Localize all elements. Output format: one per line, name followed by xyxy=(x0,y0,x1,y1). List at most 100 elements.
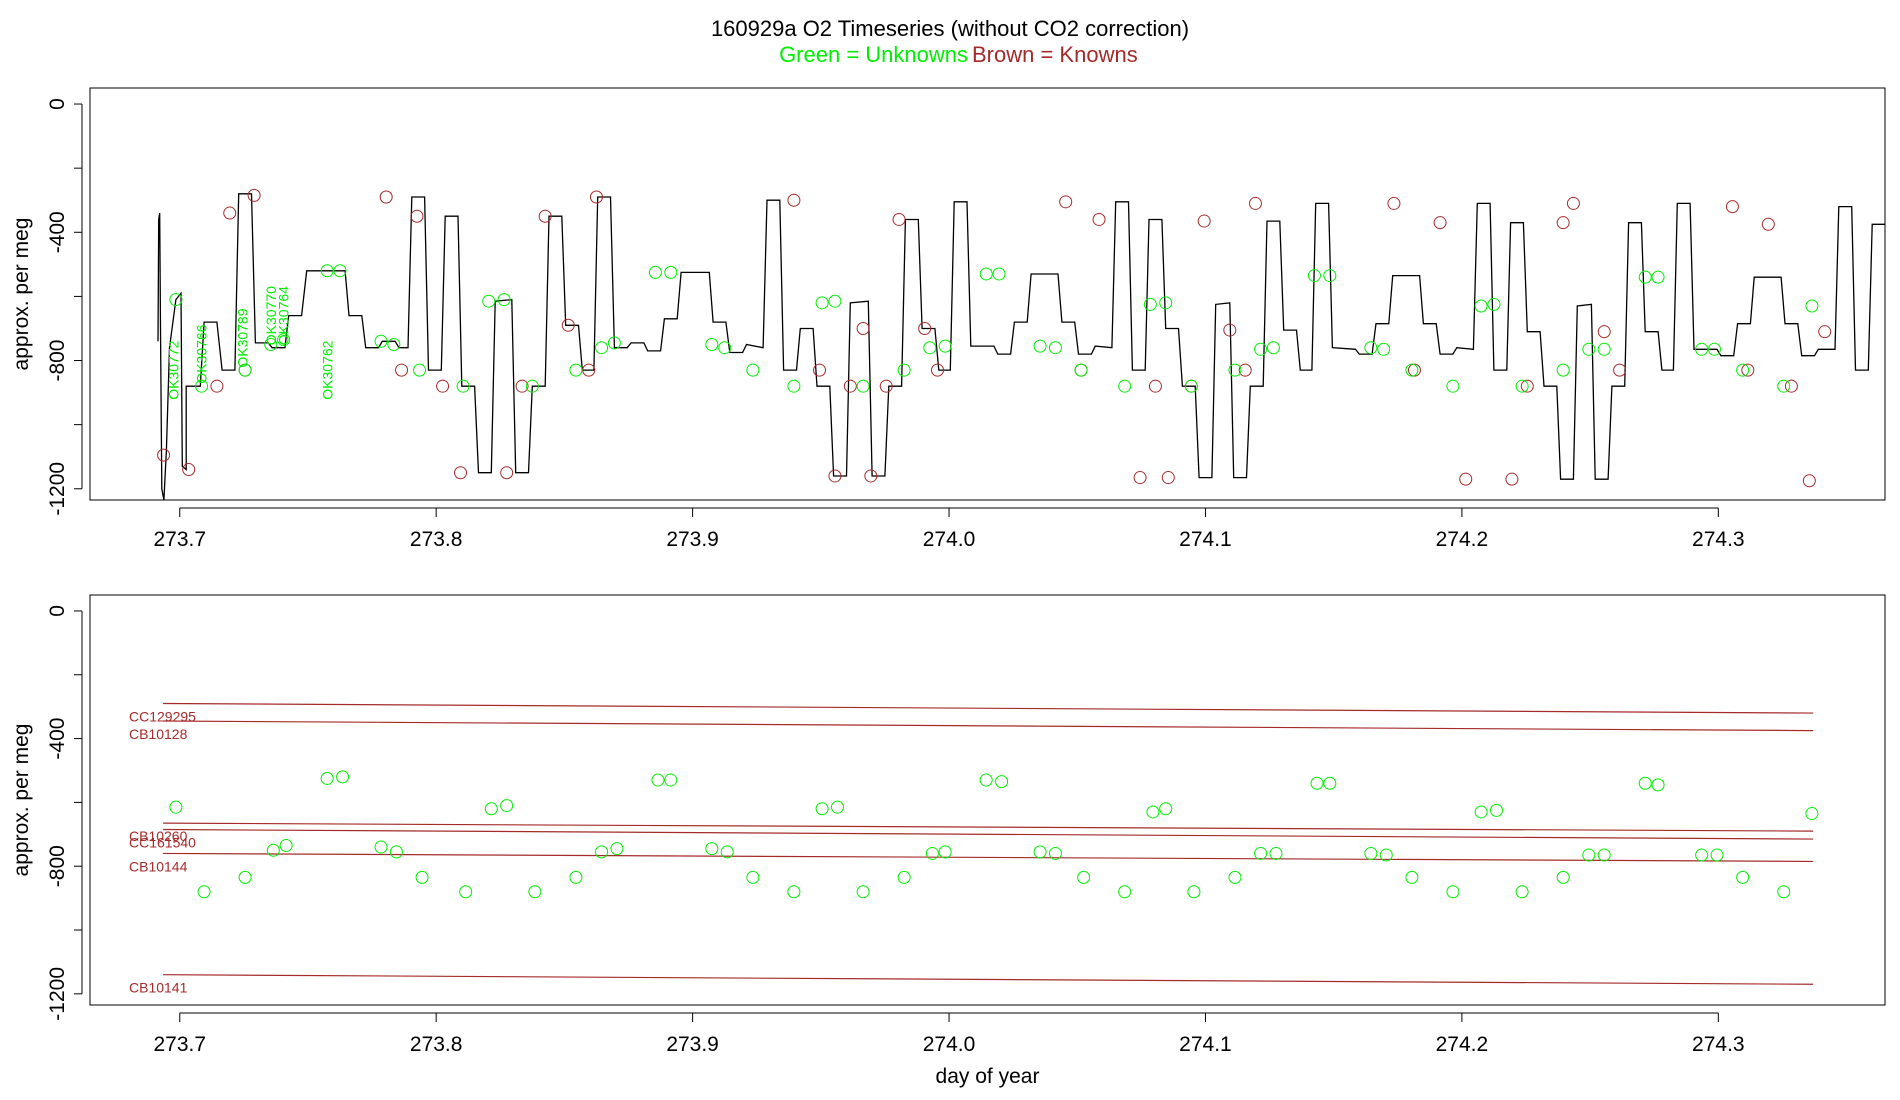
top-unknown-point xyxy=(1364,341,1378,355)
top-known-point xyxy=(561,318,575,332)
top-known-point xyxy=(1818,325,1832,339)
bottom-unknown-point xyxy=(1582,848,1596,862)
bottom-unknown-point xyxy=(664,773,678,787)
bottom-unknown-point xyxy=(1254,846,1268,860)
top-unknown-point xyxy=(1777,379,1791,393)
top-unknown-point xyxy=(1184,379,1198,393)
top-unknown-point xyxy=(1266,341,1280,355)
standard-label: CB10141 xyxy=(129,980,188,996)
top-unknown-point xyxy=(1074,363,1088,377)
top-unknown-point xyxy=(648,265,662,279)
top-unknown-point xyxy=(1254,342,1268,356)
top-known-point xyxy=(157,448,171,462)
top-unknown-point xyxy=(1307,269,1321,283)
top-known-point xyxy=(1223,323,1237,337)
top-unknown-point xyxy=(815,296,829,310)
standard-label: CB10128 xyxy=(129,726,188,742)
top-unknown-point xyxy=(333,264,347,278)
top-known-point xyxy=(379,190,393,204)
bottom-unknown-point xyxy=(374,840,388,854)
top-unknown-point xyxy=(1556,363,1570,377)
standard-line xyxy=(163,702,1814,714)
bottom-y-tick-label: 0 xyxy=(46,605,69,617)
bottom-x-tick-label: 274.0 xyxy=(923,1033,976,1056)
bottom-y-axis-title: approx. per meg xyxy=(10,724,33,877)
top-unknown-point xyxy=(277,333,291,347)
bottom-unknown-point xyxy=(1077,870,1091,884)
bottom-unknown-point xyxy=(1710,848,1724,862)
subtitle-knowns: Brown = Knowns xyxy=(972,42,1138,67)
top-unknown-point xyxy=(595,341,609,355)
bottom-unknown-point xyxy=(720,845,734,859)
subtitle-unknowns: Green = Unknowns xyxy=(779,42,968,67)
top-known-point xyxy=(582,363,596,377)
top-unknown-point xyxy=(664,265,678,279)
top-known-point xyxy=(918,321,932,335)
top-panel: 0 -400 -800 -1200 273.7 273.8 273.9 274.0 274.1 2… xyxy=(10,87,1886,551)
top-known-point xyxy=(879,379,893,393)
top-unknown-point xyxy=(1638,270,1652,284)
top-known-point xyxy=(410,209,424,223)
top-known-point xyxy=(454,466,468,480)
top-unknown-point xyxy=(497,293,511,307)
top-unknown-point xyxy=(992,267,1006,281)
top-sample-annotation: OK30764 xyxy=(276,286,292,345)
top-known-point xyxy=(856,321,870,335)
top-unknown-point xyxy=(1651,270,1665,284)
bottom-unknown-point xyxy=(1364,846,1378,860)
chart-title: 160929a O2 Timeseries (without CO2 corre… xyxy=(711,16,1189,41)
top-y-tick-label: 0 xyxy=(46,98,69,110)
top-unknown-point xyxy=(374,334,388,348)
standard-line xyxy=(163,822,1814,832)
top-unknown-point xyxy=(1033,339,1047,353)
top-unknown-point xyxy=(705,337,719,351)
top-unknown-point xyxy=(1515,379,1529,393)
top-unknown-point xyxy=(1228,363,1242,377)
top-sample-annotation: OK30762 xyxy=(319,340,335,399)
top-o2-trace-line xyxy=(157,193,1885,501)
bottom-unknown-point xyxy=(238,870,252,884)
bottom-unknown-point xyxy=(1556,870,1570,884)
top-unknown-point xyxy=(1597,342,1611,356)
top-unknown-point xyxy=(897,363,911,377)
top-unknown-point xyxy=(456,379,470,393)
bottom-unknown-point xyxy=(995,775,1009,789)
bottom-unknown-point xyxy=(459,885,473,899)
top-unknown-point xyxy=(387,337,401,351)
bottom-y-tick-label: -800 xyxy=(46,845,69,887)
top-unknown-point xyxy=(1446,379,1460,393)
bottom-unknown-point xyxy=(1446,885,1460,899)
top-known-point xyxy=(1761,217,1775,231)
top-known-point xyxy=(1161,471,1175,485)
top-unknown-point xyxy=(856,379,870,393)
top-known-point xyxy=(1802,474,1816,488)
top-known-point xyxy=(1433,216,1447,230)
bottom-x-tick-label: 273.7 xyxy=(153,1033,206,1056)
top-plot-frame xyxy=(89,87,1886,501)
top-known-point xyxy=(1092,212,1106,226)
bottom-unknown-point xyxy=(1777,885,1791,899)
top-unknown-point xyxy=(1048,341,1062,355)
top-x-tick-label: 274.0 xyxy=(923,528,976,551)
top-unknown-point xyxy=(1405,363,1419,377)
top-known-point xyxy=(395,363,409,377)
bottom-unknown-point xyxy=(610,842,624,856)
top-unknown-point xyxy=(718,341,732,355)
bottom-unknown-point xyxy=(938,845,952,859)
top-unknown-point xyxy=(569,363,583,377)
top-known-point xyxy=(1248,196,1262,210)
bottom-x-tick-label: 274.1 xyxy=(1179,1033,1232,1056)
top-unknown-point xyxy=(1695,342,1709,356)
top-unknown-point xyxy=(1377,342,1391,356)
bottom-unknown-point xyxy=(830,800,844,814)
top-sample-annotation: OK30789 xyxy=(235,308,251,367)
top-unknown-point xyxy=(1474,299,1488,313)
top-known-point xyxy=(1566,196,1580,210)
top-unknown-point xyxy=(607,336,621,350)
top-known-point xyxy=(1197,214,1211,228)
top-known-point xyxy=(1238,363,1252,377)
bottom-unknown-point xyxy=(569,870,583,884)
top-x-tick-label: 273.7 xyxy=(153,528,206,551)
